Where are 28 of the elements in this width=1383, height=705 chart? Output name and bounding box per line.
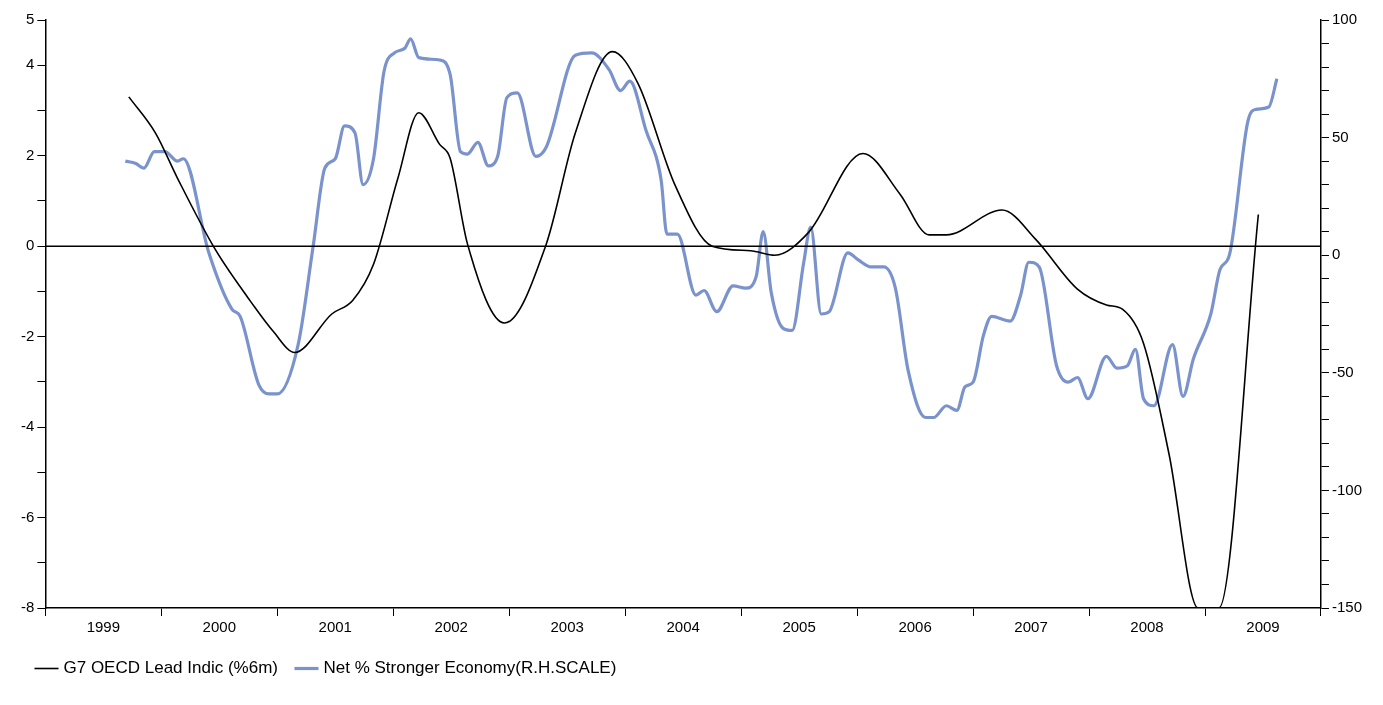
y-tick-label: -6 <box>20 507 35 525</box>
x-tick-label: 2007 <box>1014 618 1048 636</box>
legend-label: Net % Stronger Economy(R.H.SCALE) <box>323 658 617 678</box>
y-tick-label: 2 <box>25 145 35 163</box>
y2-tick-label: -50 <box>1331 362 1354 380</box>
y-tick-label: -8 <box>20 598 35 616</box>
line-series <box>123 37 1279 420</box>
y2-tick-label: 0 <box>1331 245 1341 263</box>
x-tick-label: 2005 <box>782 618 816 636</box>
y-tick-label: -2 <box>20 326 35 344</box>
x-tick-label: 2004 <box>666 618 700 636</box>
x-tick-label: 2009 <box>1246 618 1280 636</box>
y-tick-label: 5 <box>25 10 35 28</box>
x-tick-label: 2008 <box>1130 618 1164 636</box>
x-tick-label: 1999 <box>86 618 121 636</box>
x-tick-label: 2002 <box>434 618 468 636</box>
x-tick-label: 2006 <box>898 618 932 636</box>
y2-tick-label: -150 <box>1331 598 1363 616</box>
y-tick-label: 0 <box>25 236 35 254</box>
legend-label: G7 OECD Lead Indic (%6m) <box>63 658 278 678</box>
x-tick-label: 2003 <box>550 618 584 636</box>
y-tick-label: -4 <box>20 417 35 435</box>
y2-tick-label: -100 <box>1331 480 1363 498</box>
x-tick-label: 2001 <box>318 618 352 636</box>
y-tick-label: 4 <box>25 55 35 73</box>
x-tick-label: 2000 <box>202 618 236 636</box>
y2-tick-label: 50 <box>1331 127 1349 145</box>
y2-tick-label: 100 <box>1331 10 1358 28</box>
